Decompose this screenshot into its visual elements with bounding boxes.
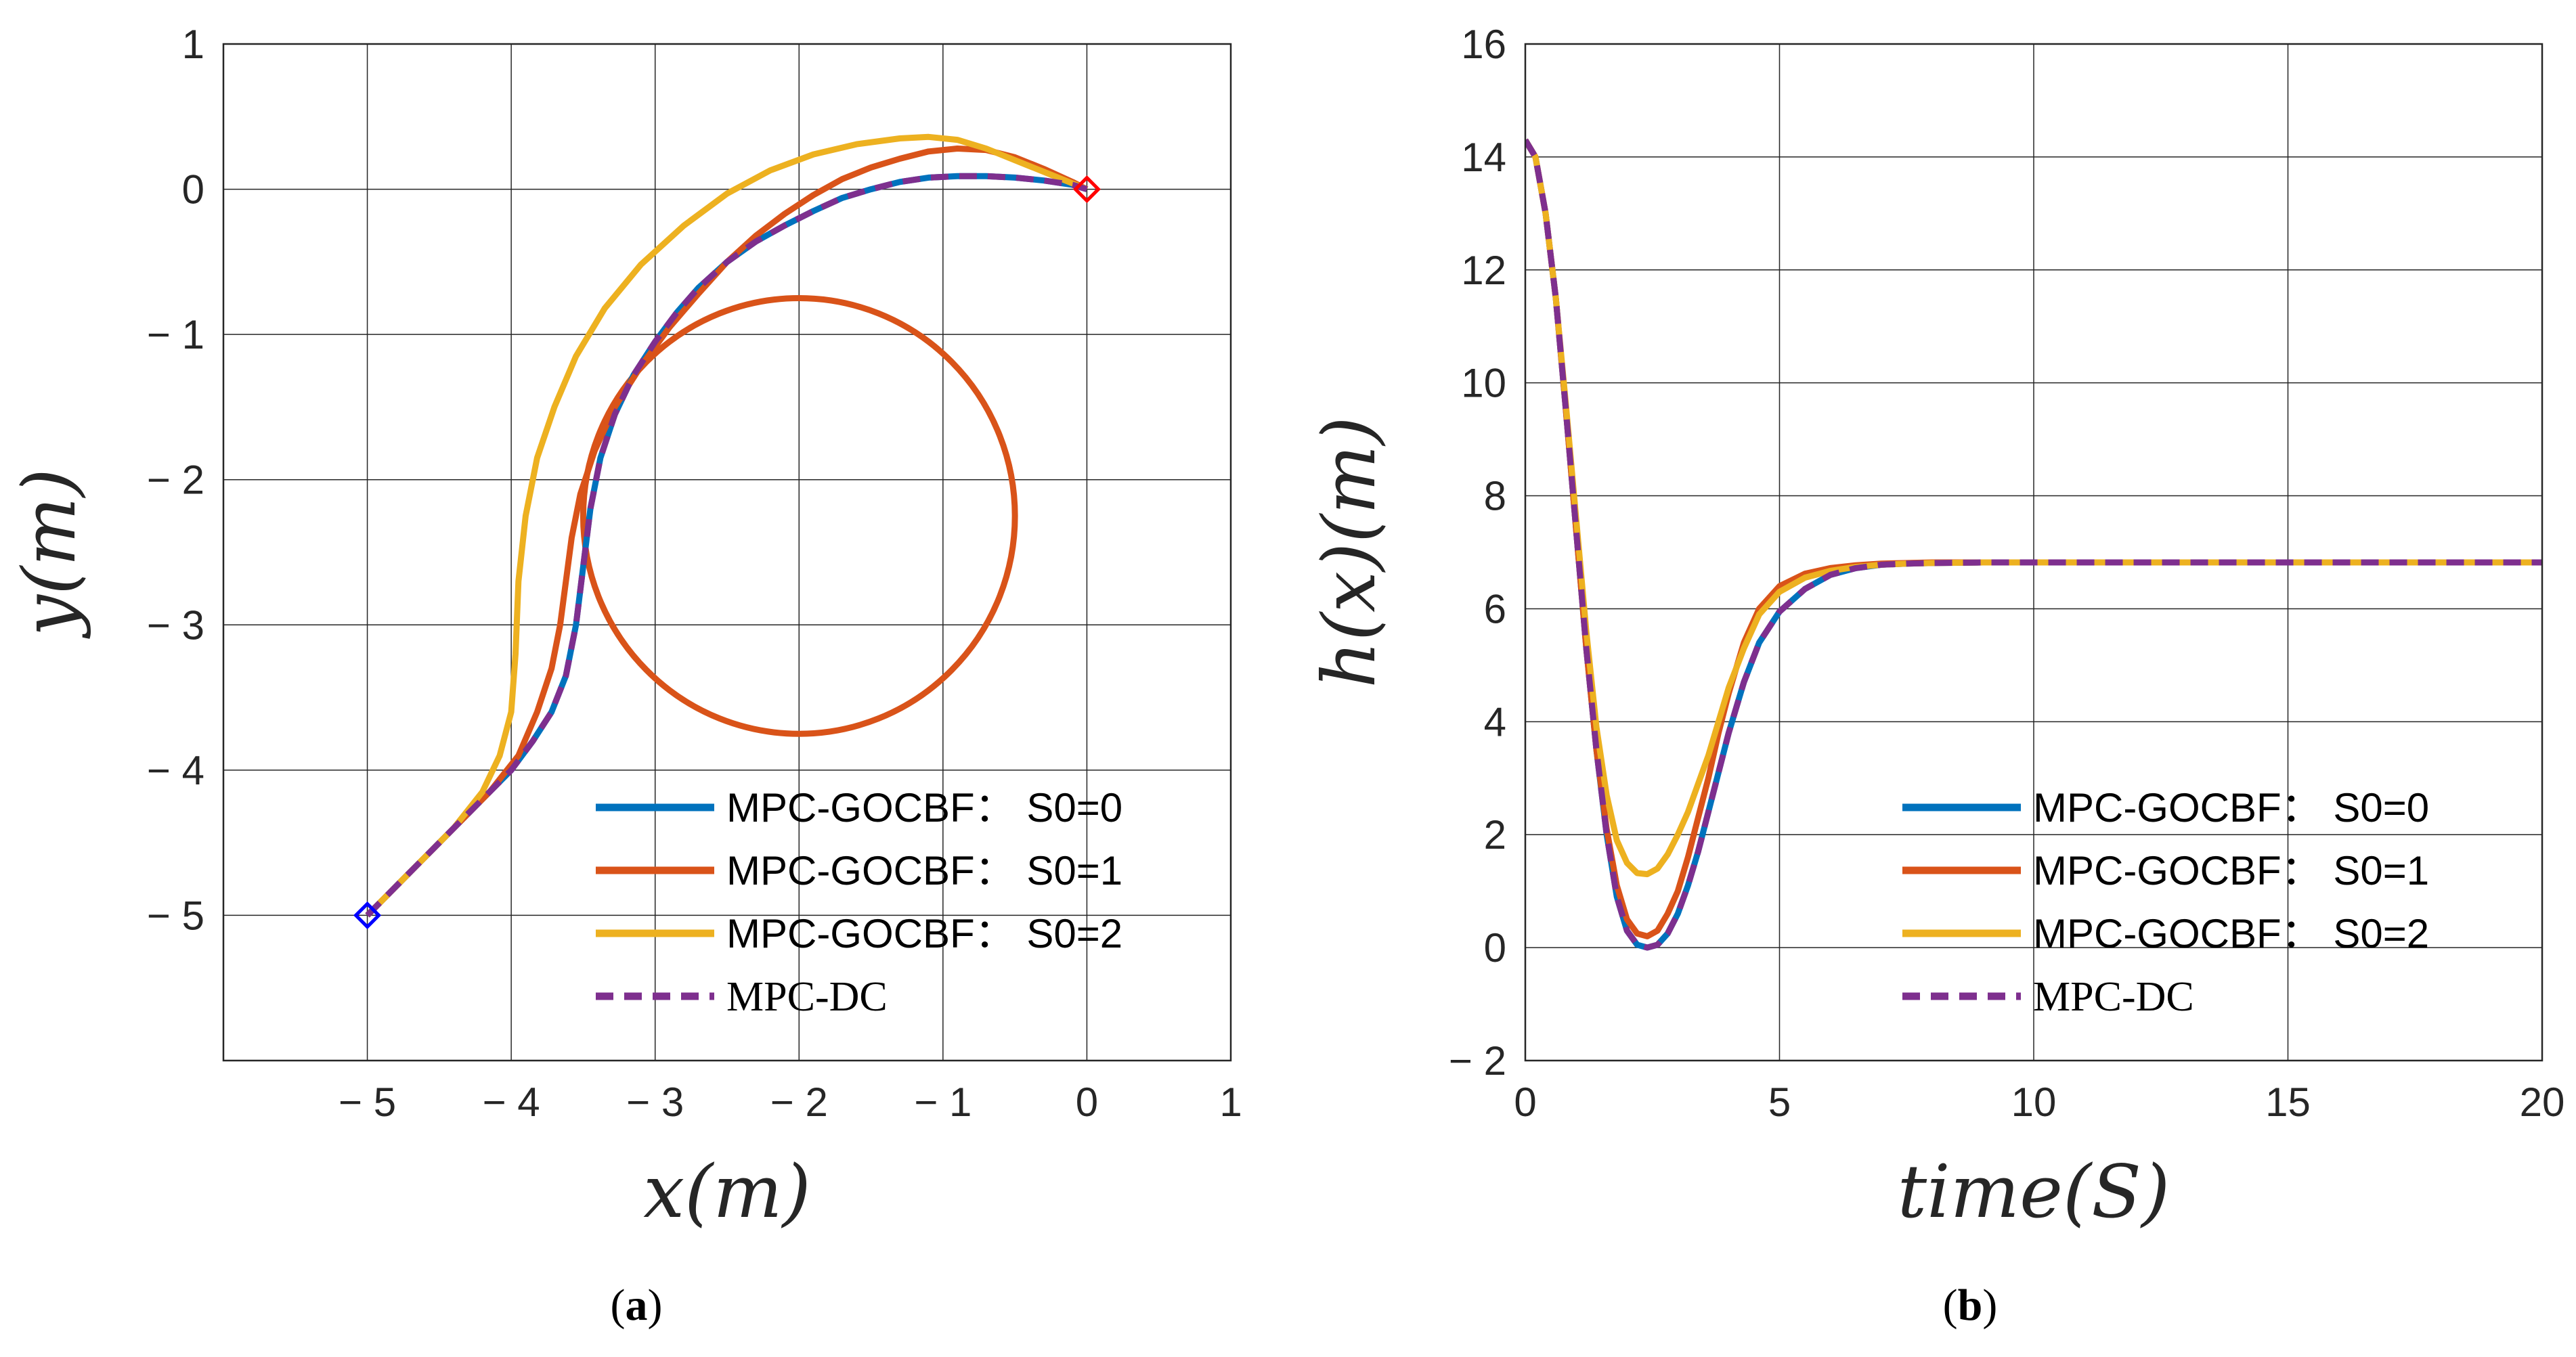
y-tick-label: 4 <box>1484 699 1506 744</box>
y-tick-label: 6 <box>1484 586 1506 631</box>
y-tick-label: − 5 <box>147 893 204 938</box>
legend-b: MPC-GOCBF： S0=0 MPC-GOCBF： S0=1 MPC-GOCBF：… <box>1902 785 2429 1020</box>
series-line-2 <box>365 133 1089 918</box>
y-tick-label: 14 <box>1461 135 1506 180</box>
x-tick-label: 15 <box>2265 1080 2311 1125</box>
series-line-3 <box>1525 138 2542 951</box>
y-tick-labels-a: − 5 − 4 − 3 − 2 − 1 0 1 <box>147 22 204 938</box>
x-tick-label: − 3 <box>626 1080 684 1125</box>
x-tick-label: − 4 <box>483 1080 540 1125</box>
legend-label-2: MPC-GOCBF： S0=2 <box>726 911 1122 956</box>
y-tick-labels-b: − 2 0 2 4 6 8 10 12 14 16 <box>1449 22 1506 1084</box>
legend-a: MPC-GOCBF： S0=0 MPC-GOCBF： S0=1 MPC-GOCBF：… <box>596 785 1122 1020</box>
series-line-3 <box>365 173 1088 918</box>
x-tick-label: 10 <box>2011 1080 2057 1125</box>
x-tick-labels-b: 0 5 10 15 20 <box>1514 1080 2564 1125</box>
series-line-1 <box>365 146 1089 918</box>
y-tick-label: 8 <box>1484 474 1506 519</box>
x-tick-label: 0 <box>1076 1080 1098 1125</box>
x-tick-label: − 5 <box>339 1080 396 1125</box>
caption-a-close: ) <box>648 1281 663 1330</box>
legend-label-3: MPC-DC <box>2033 974 2194 1020</box>
x-tick-labels-a: − 5 − 4 − 3 − 2 − 1 0 1 <box>339 1080 1242 1125</box>
y-tick-label: − 2 <box>147 458 204 503</box>
x-tick-label: 1 <box>1219 1080 1242 1125</box>
panel-a: − 5 − 4 − 3 − 2 − 1 0 1 − 5 − 4 − 3 − 2 − 1 0 1 x(m)… <box>7 22 1242 1330</box>
goal-marker <box>1072 175 1101 204</box>
x-tick-label: 5 <box>1768 1080 1791 1125</box>
x-tick-label: 0 <box>1514 1080 1536 1125</box>
caption-b: (b) <box>1943 1281 1998 1330</box>
y-tick-label: 16 <box>1461 22 1506 67</box>
legend-label-0: MPC-GOCBF： S0=0 <box>726 785 1122 830</box>
obstacle-layer-a <box>580 294 1018 737</box>
caption-a-open: ( <box>611 1281 626 1330</box>
y-tick-label: 12 <box>1461 248 1506 293</box>
caption-b-letter: b <box>1958 1281 1983 1330</box>
x-tick-label: − 2 <box>770 1080 828 1125</box>
y-axis-label-a: y(m) <box>7 468 92 640</box>
y-tick-label: 0 <box>1484 925 1506 971</box>
legend-label-1: MPC-GOCBF： S0=1 <box>2033 848 2429 893</box>
y-tick-label: − 4 <box>147 748 204 793</box>
legend-label-1: MPC-GOCBF： S0=1 <box>726 848 1122 893</box>
axes-box-b <box>1524 43 2544 1062</box>
caption-a: (a) <box>611 1281 663 1330</box>
y-tick-label: 10 <box>1461 361 1506 406</box>
marker-layer-a <box>353 175 1101 929</box>
y-tick-label: 2 <box>1484 812 1506 858</box>
axes-box-a <box>222 43 1232 1062</box>
y-tick-label: − 1 <box>147 312 204 357</box>
y-tick-label: 1 <box>182 22 204 67</box>
y-axis-label-b: h(x)(m) <box>1307 416 1392 688</box>
series-layer-b <box>1525 138 2542 951</box>
y-tick-label: − 3 <box>147 602 204 648</box>
x-axis-label-a: x(m) <box>643 1150 811 1234</box>
series-layer-a <box>365 133 1089 918</box>
x-tick-label: 20 <box>2520 1080 2565 1125</box>
y-tick-label: 0 <box>182 167 204 213</box>
legend-label-3: MPC-DC <box>726 974 888 1020</box>
start-marker <box>353 901 382 929</box>
legend-label-2: MPC-GOCBF： S0=2 <box>2033 911 2429 956</box>
x-tick-label: − 1 <box>914 1080 972 1125</box>
caption-b-close: ) <box>1982 1281 1997 1330</box>
caption-a-letter: a <box>626 1281 648 1330</box>
caption-b-open: ( <box>1943 1281 1958 1330</box>
obstacle-circle <box>580 294 1018 737</box>
x-axis-label-b: time(S) <box>1898 1150 2170 1234</box>
legend-label-0: MPC-GOCBF： S0=0 <box>2033 785 2429 830</box>
y-tick-label: − 2 <box>1449 1038 1506 1084</box>
